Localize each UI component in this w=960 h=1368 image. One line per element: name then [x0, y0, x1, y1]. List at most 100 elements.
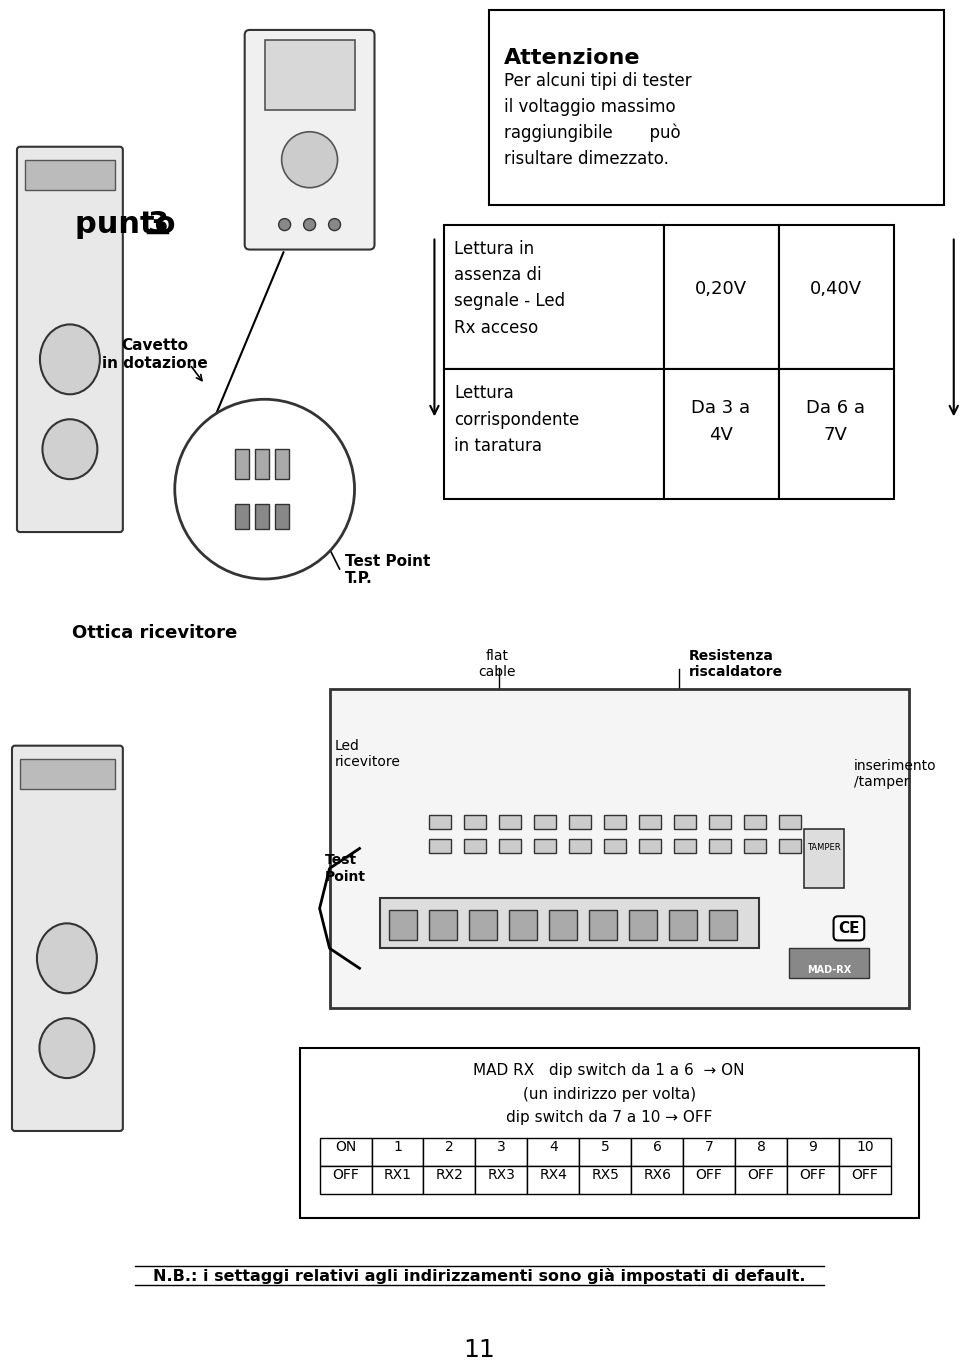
Ellipse shape — [36, 923, 97, 993]
Text: CE: CE — [838, 921, 859, 936]
Bar — [20, 759, 115, 788]
Bar — [684, 1166, 735, 1194]
Bar — [25, 160, 115, 190]
Bar — [631, 1138, 684, 1166]
Bar — [469, 910, 497, 940]
Text: 8: 8 — [756, 1140, 765, 1155]
Circle shape — [303, 219, 316, 231]
Bar — [674, 814, 696, 829]
Bar — [475, 1166, 527, 1194]
Text: ON: ON — [335, 1140, 356, 1155]
Text: OFF: OFF — [748, 1168, 775, 1182]
Bar — [604, 840, 626, 854]
Bar — [709, 840, 732, 854]
Text: Per alcuni tipi di tester
il voltaggio massimo
raggiungibile       può
risultare: Per alcuni tipi di tester il voltaggio m… — [504, 73, 692, 168]
Bar — [787, 1166, 839, 1194]
FancyBboxPatch shape — [245, 30, 374, 249]
Text: RX6: RX6 — [643, 1168, 671, 1182]
Text: OFF: OFF — [800, 1168, 827, 1182]
Bar — [789, 948, 869, 978]
Bar — [254, 449, 269, 479]
Text: Resistenza
riscaldatore: Resistenza riscaldatore — [689, 648, 783, 679]
Bar — [510, 910, 538, 940]
Bar — [499, 814, 521, 829]
Text: 3: 3 — [148, 209, 169, 238]
Text: 0,20V: 0,20V — [695, 279, 747, 297]
Bar — [604, 814, 626, 829]
Bar — [639, 840, 661, 854]
Text: Test Point
T.P.: Test Point T.P. — [345, 554, 430, 587]
Text: Attenzione: Attenzione — [504, 48, 641, 68]
Bar — [465, 814, 487, 829]
Bar — [839, 1138, 891, 1166]
Text: 5: 5 — [601, 1140, 610, 1155]
Text: RX4: RX4 — [540, 1168, 567, 1182]
Circle shape — [281, 131, 338, 187]
Text: Da 3 a
4V: Da 3 a 4V — [691, 399, 751, 443]
Text: flat
cable: flat cable — [479, 648, 516, 679]
Bar — [639, 814, 661, 829]
Text: punto: punto — [75, 209, 186, 238]
Bar — [527, 1166, 579, 1194]
Ellipse shape — [42, 419, 97, 479]
Text: RX1: RX1 — [383, 1168, 412, 1182]
Bar — [300, 1048, 919, 1218]
Bar — [684, 1138, 735, 1166]
Bar — [275, 503, 289, 529]
Bar — [265, 40, 354, 109]
Text: 10: 10 — [856, 1140, 874, 1155]
Bar — [390, 910, 418, 940]
Bar — [535, 840, 556, 854]
Bar — [372, 1138, 423, 1166]
Bar — [549, 910, 577, 940]
Text: N.B.: i settaggi relativi agli indirizzamenti sono già impostati di default.: N.B.: i settaggi relativi agli indirizza… — [154, 1268, 805, 1283]
Bar — [320, 1138, 372, 1166]
Bar — [275, 449, 289, 479]
FancyBboxPatch shape — [12, 746, 123, 1131]
Bar — [589, 910, 617, 940]
Bar — [669, 910, 697, 940]
Bar — [779, 840, 801, 854]
Circle shape — [328, 219, 341, 231]
Text: Test
Point: Test Point — [324, 854, 366, 884]
Text: OFF: OFF — [332, 1168, 359, 1182]
Text: OFF: OFF — [696, 1168, 723, 1182]
Bar — [372, 1166, 423, 1194]
Text: 0,40V: 0,40V — [810, 279, 862, 297]
Bar — [779, 369, 894, 499]
Bar — [423, 1138, 475, 1166]
Bar — [744, 814, 766, 829]
Bar — [527, 1138, 579, 1166]
Bar — [735, 1166, 787, 1194]
Bar — [787, 1138, 839, 1166]
Text: Cavetto
in dotazione: Cavetto in dotazione — [102, 338, 207, 371]
Text: MAD-RX: MAD-RX — [806, 966, 852, 975]
Bar — [744, 840, 766, 854]
Bar — [674, 840, 696, 854]
Ellipse shape — [39, 1018, 94, 1078]
Bar — [234, 449, 249, 479]
Bar — [429, 840, 451, 854]
Bar — [535, 814, 556, 829]
Text: 7: 7 — [705, 1140, 713, 1155]
Bar — [320, 1166, 372, 1194]
Bar — [475, 1138, 527, 1166]
Bar — [579, 1138, 631, 1166]
FancyBboxPatch shape — [17, 146, 123, 532]
Bar — [569, 840, 591, 854]
Bar — [329, 688, 909, 1008]
Bar — [839, 1166, 891, 1194]
Text: 11: 11 — [464, 1338, 495, 1361]
Text: 2: 2 — [445, 1140, 454, 1155]
Text: Led
ricevitore: Led ricevitore — [335, 739, 400, 769]
Bar — [254, 503, 269, 529]
Circle shape — [175, 399, 354, 579]
Bar — [779, 814, 801, 829]
Bar — [629, 910, 658, 940]
Bar — [779, 224, 894, 369]
Bar — [709, 814, 732, 829]
Text: Lettura
corrispondente
in taratura: Lettura corrispondente in taratura — [454, 384, 580, 456]
Bar — [444, 224, 664, 369]
Bar — [499, 840, 521, 854]
Text: RX3: RX3 — [488, 1168, 516, 1182]
